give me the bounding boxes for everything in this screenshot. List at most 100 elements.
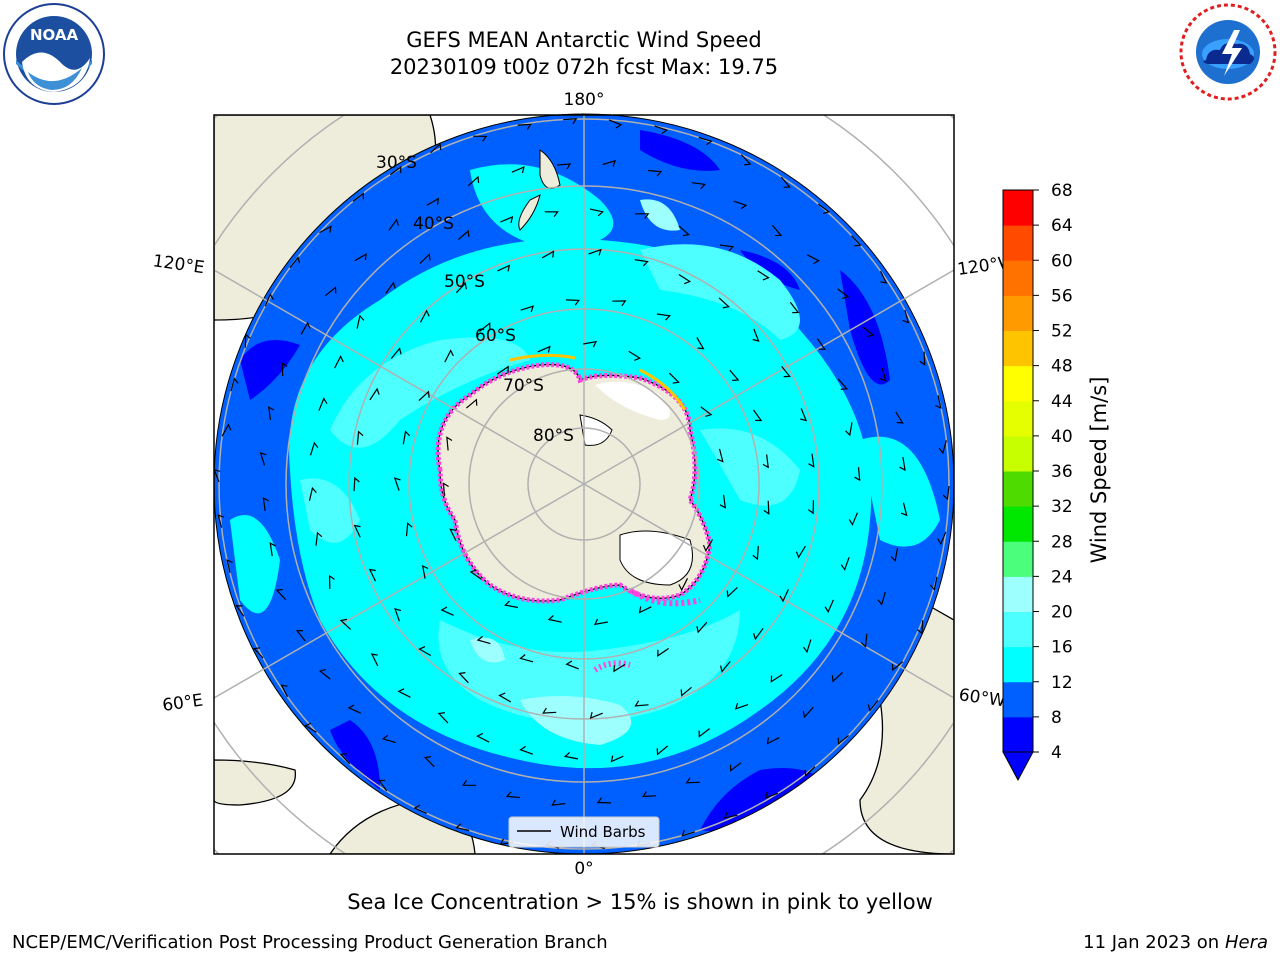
- wind-barb: [519, 745, 534, 755]
- chart-title: GEFS MEAN Antarctic Wind Speed: [406, 28, 762, 52]
- colorbar-tick-label: 48: [1051, 357, 1073, 377]
- wind-barb: [551, 799, 566, 806]
- colorbar-bin: [1003, 260, 1033, 296]
- wind-barb: [766, 737, 780, 745]
- wind-barb: [668, 372, 680, 384]
- wind-barb: [458, 229, 470, 240]
- wind-barb: [753, 409, 763, 422]
- wind-barb: [469, 569, 482, 580]
- wind-barb: [467, 175, 480, 187]
- colorbar-tick-label: 8: [1051, 708, 1062, 728]
- wind-barb: [698, 136, 713, 146]
- wind-barb: [929, 576, 938, 591]
- noaa-logo-text: NOAA: [30, 26, 79, 44]
- wind-barb: [602, 159, 617, 167]
- wind-barb: [733, 200, 748, 210]
- wind-barb: [779, 589, 789, 603]
- wind-barb: [275, 588, 287, 601]
- wind-barb: [497, 264, 511, 272]
- wind-barb: [808, 500, 814, 515]
- wind-barb: [339, 618, 352, 630]
- colorbar-bin: [1003, 646, 1033, 683]
- wind-barb: [678, 273, 692, 285]
- wind-barb: [680, 686, 692, 697]
- wind-barb: [589, 712, 603, 719]
- wind-barb: [479, 322, 491, 332]
- wind-barb: [498, 692, 512, 703]
- colorbar-tick-label: 4: [1051, 743, 1062, 763]
- wind-barb: [442, 482, 449, 497]
- wind-barb: [916, 620, 924, 635]
- wind-barb: [702, 539, 714, 553]
- wind-barb: [937, 531, 947, 546]
- wind-barb: [656, 313, 671, 321]
- wind-barb: [762, 454, 769, 469]
- wind-barb: [770, 674, 783, 683]
- colorbar-bin: [1003, 190, 1033, 226]
- wind-barb: [252, 647, 264, 659]
- wind-barb: [418, 646, 432, 657]
- wind-barb: [563, 751, 579, 760]
- wind-barb: [308, 486, 317, 501]
- wind-barb: [804, 766, 816, 777]
- wind-barb: [295, 630, 306, 642]
- wind-barb: [476, 732, 490, 743]
- wind-barb: [700, 406, 713, 417]
- lon-label-bottom: 0°: [574, 859, 593, 879]
- wind-barb: [280, 684, 289, 698]
- wind-barb: [497, 365, 509, 375]
- wind-barb: [902, 309, 910, 324]
- wind-barb: [458, 672, 469, 684]
- wind-barb: [583, 340, 598, 348]
- wind-barb: [421, 564, 429, 579]
- wind-barb: [800, 408, 808, 422]
- wind-barb: [517, 123, 532, 130]
- wind-barb: [353, 524, 361, 538]
- wind-barb: [418, 390, 430, 402]
- lon-label-upper-left: 120°E: [152, 251, 206, 278]
- colorbar-bin: [1003, 541, 1033, 577]
- wind-barb: [440, 606, 454, 616]
- wind-barb: [837, 288, 850, 300]
- wind-barb: [385, 281, 396, 294]
- wind-barb: [720, 661, 731, 673]
- lon-label-top: 180°: [564, 90, 605, 110]
- colorbar-tick-label: 44: [1051, 392, 1073, 412]
- wind-barb: [848, 512, 859, 526]
- wind-barb: [328, 574, 335, 590]
- wind-barb: [854, 467, 861, 482]
- wind-barb: [393, 477, 401, 491]
- wind-barb: [334, 355, 344, 369]
- wind-barb: [808, 453, 815, 468]
- wind-barb: [647, 169, 663, 177]
- wind-barb: [720, 244, 735, 252]
- wind-barb: [610, 755, 624, 763]
- wind-barb: [678, 578, 689, 592]
- host-name: Hera: [1224, 932, 1268, 953]
- colorbar-bin: [1003, 400, 1033, 437]
- colorbar-bin: [1003, 435, 1033, 472]
- wind-barb: [771, 225, 783, 237]
- wind-barb: [718, 297, 730, 309]
- wind-barb: [740, 154, 752, 166]
- wind-barb: [807, 254, 821, 265]
- wind-barb: [685, 777, 700, 784]
- wind-barb: [419, 253, 431, 264]
- wind-barb: [563, 118, 578, 125]
- wind-barb: [816, 338, 826, 350]
- wind-barb: [634, 700, 649, 707]
- wind-barb: [867, 699, 879, 712]
- colorbar-tick-label: 60: [1051, 251, 1073, 271]
- wind-barb: [325, 286, 337, 297]
- national-weather-service-logo: [1179, 3, 1277, 101]
- wind-barb: [461, 779, 477, 786]
- wind-barb: [368, 568, 377, 582]
- wind-barb: [446, 436, 453, 451]
- colorbar-tick-label: 64: [1051, 216, 1073, 236]
- wind-barbs: [214, 118, 950, 849]
- wind-barb: [500, 215, 514, 224]
- colorbar-tick-label: 32: [1051, 497, 1073, 517]
- wind-barb: [824, 599, 834, 614]
- wind-barb: [304, 722, 317, 733]
